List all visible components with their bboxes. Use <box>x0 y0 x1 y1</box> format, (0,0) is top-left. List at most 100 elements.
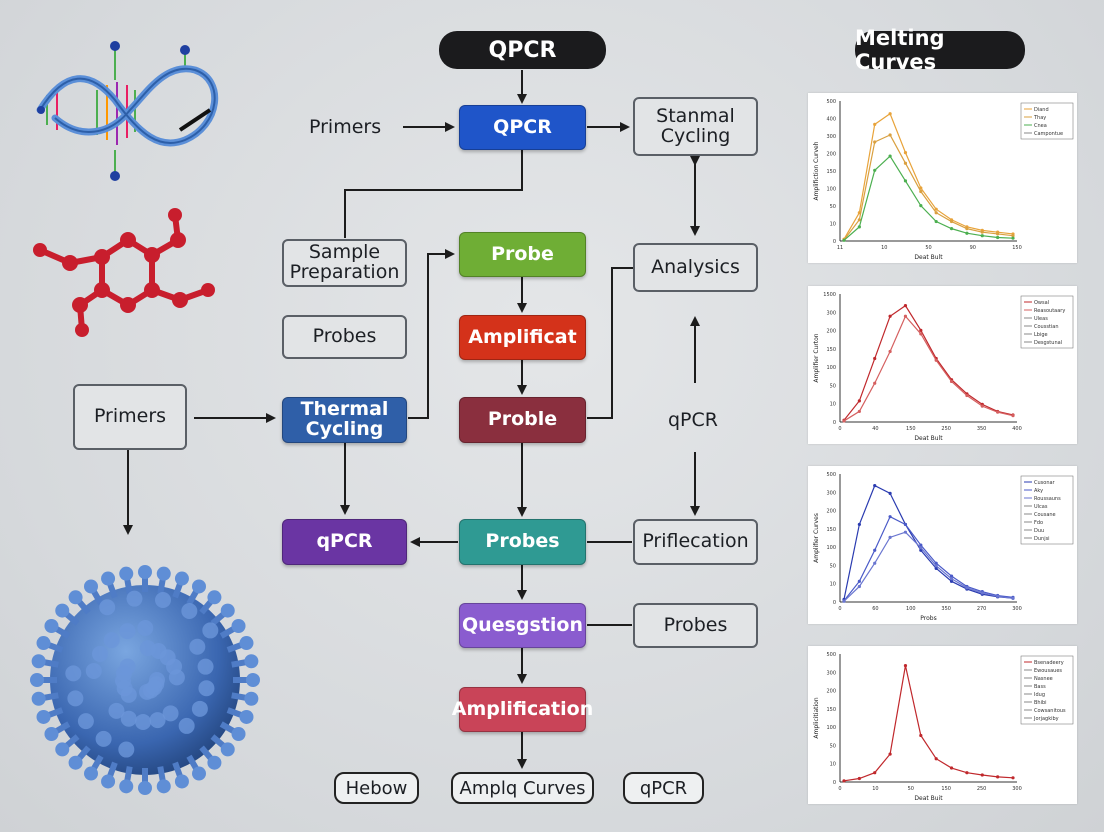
legend-entry: Desgstunal <box>1034 340 1062 346</box>
data-point <box>857 409 861 414</box>
data-point <box>842 419 846 423</box>
data-point <box>903 179 908 183</box>
data-point <box>888 314 892 318</box>
hebow-pill: Hebow <box>334 772 419 804</box>
amplificat-node: Amplificat <box>459 315 586 360</box>
y-axis-label: Amplifier Curves <box>813 513 820 563</box>
data-point <box>934 211 938 215</box>
data-point <box>842 238 846 242</box>
data-point <box>888 515 892 519</box>
y-tick-label: 0 <box>833 239 836 245</box>
y-tick-label: 150 <box>826 707 836 713</box>
x-tick-label: 300 <box>1012 786 1022 792</box>
qpcr-purple-node: qPCR <box>282 519 407 565</box>
data-point <box>888 752 892 756</box>
data-point <box>888 349 892 354</box>
legend-entry: Cousstian <box>1034 324 1059 330</box>
data-point <box>996 232 1000 236</box>
x-tick-label: 350 <box>977 426 987 432</box>
x-tick-label: 150 <box>941 786 951 792</box>
y-tick-label: 400 <box>826 117 836 123</box>
x-tick-label: 100 <box>906 606 916 612</box>
amplification-node: Amplification <box>452 687 593 732</box>
data-point <box>903 314 908 318</box>
data-point <box>903 522 908 527</box>
x-tick-label: 50 <box>908 786 914 792</box>
legend-box <box>1020 655 1074 725</box>
data-point <box>888 133 892 137</box>
y-tick-label: 200 <box>826 329 836 335</box>
data-point <box>903 161 908 165</box>
y-tick-label: 0 <box>833 600 836 606</box>
data-point <box>980 404 984 408</box>
data-point <box>980 230 984 234</box>
data-point <box>888 154 892 158</box>
data-point <box>903 304 908 308</box>
data-point <box>1011 234 1015 238</box>
series-line <box>843 112 1014 240</box>
data-point <box>996 594 1000 598</box>
data-point <box>1011 236 1015 240</box>
stanmal-cycling-node: Stanmal Cycling <box>633 97 758 156</box>
data-point <box>903 151 908 155</box>
quesgstion-node: Quesgstion <box>459 603 586 648</box>
data-point <box>934 566 938 570</box>
y-tick-label: 100 <box>826 187 836 193</box>
data-point <box>965 231 969 235</box>
proble-node: Proble <box>459 397 586 443</box>
dna-helix-icon <box>36 41 219 181</box>
main-title: QPCR <box>439 31 606 69</box>
qpcr-node: QPCR <box>459 105 586 150</box>
data-point <box>980 591 984 595</box>
data-point <box>996 235 1000 240</box>
x-tick-label: 150 <box>1012 245 1022 251</box>
y-tick-label: 50 <box>830 743 836 749</box>
data-point <box>873 771 877 775</box>
analysics-node: Analysics <box>633 243 758 292</box>
y-tick-label: 10 <box>830 582 836 588</box>
x-tick-label: 11 <box>837 245 843 251</box>
legend-entry: Ewousaues <box>1034 668 1062 674</box>
x-tick-label: 400 <box>1012 426 1022 432</box>
data-point <box>842 779 846 783</box>
y-tick-label: 500 <box>826 472 836 478</box>
data-point <box>934 564 938 568</box>
probes-right-node: Probes <box>633 603 758 648</box>
data-point <box>888 491 892 495</box>
y-tick-label: 100 <box>826 545 836 551</box>
legend-entry: Cowsanitous <box>1034 708 1066 714</box>
primers-top-label: Primers <box>309 116 382 138</box>
data-point <box>919 543 923 547</box>
data-point <box>934 207 938 211</box>
legend-entry: Cnea <box>1034 123 1047 129</box>
data-point <box>873 484 877 488</box>
legend-entry: Bsenadeery <box>1034 660 1064 666</box>
x-tick-label: 350 <box>941 606 951 612</box>
data-point <box>949 574 954 578</box>
y-tick-label: 50 <box>830 383 836 389</box>
series-line <box>843 665 1014 782</box>
y-tick-label: 100 <box>826 725 836 731</box>
x-axis-label: Deat Bult <box>914 435 943 442</box>
y-tick-label: 0 <box>833 780 836 786</box>
y-tick-label: 10 <box>830 402 836 408</box>
data-point <box>873 356 877 361</box>
y-tick-label: 200 <box>826 689 836 695</box>
y-tick-label: 500 <box>826 99 836 105</box>
y-tick-label: 1500 <box>823 292 836 298</box>
priflecation-node: Priflecation <box>633 519 758 565</box>
x-axis-label: Probs <box>920 615 936 622</box>
x-tick-label: 270 <box>977 606 987 612</box>
thermal-cycling-node: Thermal Cycling <box>282 397 407 443</box>
data-point <box>996 410 1000 414</box>
data-point <box>949 579 954 583</box>
legend-entry: Idug <box>1034 692 1045 698</box>
amplq-curves-pill: Amplq Curves <box>451 772 594 804</box>
legend-entry: Diand <box>1034 107 1049 113</box>
data-point <box>888 112 892 116</box>
y-tick-label: 50 <box>830 563 836 569</box>
legend-entry: Aky <box>1034 488 1043 494</box>
data-point <box>980 773 984 777</box>
series-line <box>843 484 1014 600</box>
